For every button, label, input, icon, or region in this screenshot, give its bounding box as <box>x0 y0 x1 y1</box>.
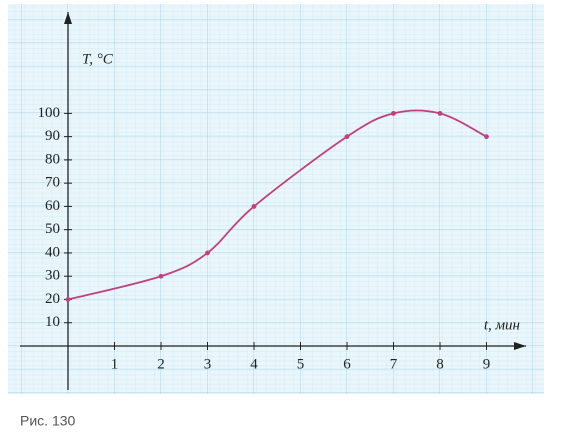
x-tick-label: 5 <box>297 356 305 372</box>
grid-paper <box>8 4 544 394</box>
x-tick-label: 6 <box>343 356 351 372</box>
point <box>391 110 396 116</box>
y-tick-label: 40 <box>45 244 60 260</box>
y-tick-label: 10 <box>45 314 60 330</box>
y-arrow <box>64 12 72 24</box>
x-tick-label: 8 <box>436 356 444 372</box>
y-tick-label: 20 <box>45 291 60 307</box>
y-tick-label: 80 <box>45 151 60 167</box>
y-axis-label: T, °C <box>82 51 114 67</box>
point <box>205 250 210 256</box>
y-tick-label: 90 <box>45 128 60 144</box>
y-tick-label: 100 <box>38 105 61 121</box>
y-tick-label: 70 <box>45 175 60 191</box>
x-axis-label: t, мин <box>484 317 520 333</box>
x-arrow <box>514 342 526 350</box>
y-tick-label: 60 <box>45 198 60 214</box>
caption: Рис. 130 <box>20 413 76 429</box>
point <box>437 110 443 116</box>
point <box>251 204 257 209</box>
x-tick-label: 7 <box>390 356 398 372</box>
x-tick-label: 9 <box>483 356 491 372</box>
point <box>158 273 164 279</box>
x-tick-label: 4 <box>250 356 258 372</box>
point <box>344 134 350 140</box>
point <box>484 134 489 140</box>
y-tick-label: 50 <box>45 221 60 237</box>
x-tick-label: 1 <box>111 356 119 372</box>
x-tick-label: 2 <box>157 356 165 372</box>
x-tick-label: 3 <box>204 356 212 372</box>
y-tick-label: 30 <box>45 268 60 284</box>
point <box>65 297 71 302</box>
